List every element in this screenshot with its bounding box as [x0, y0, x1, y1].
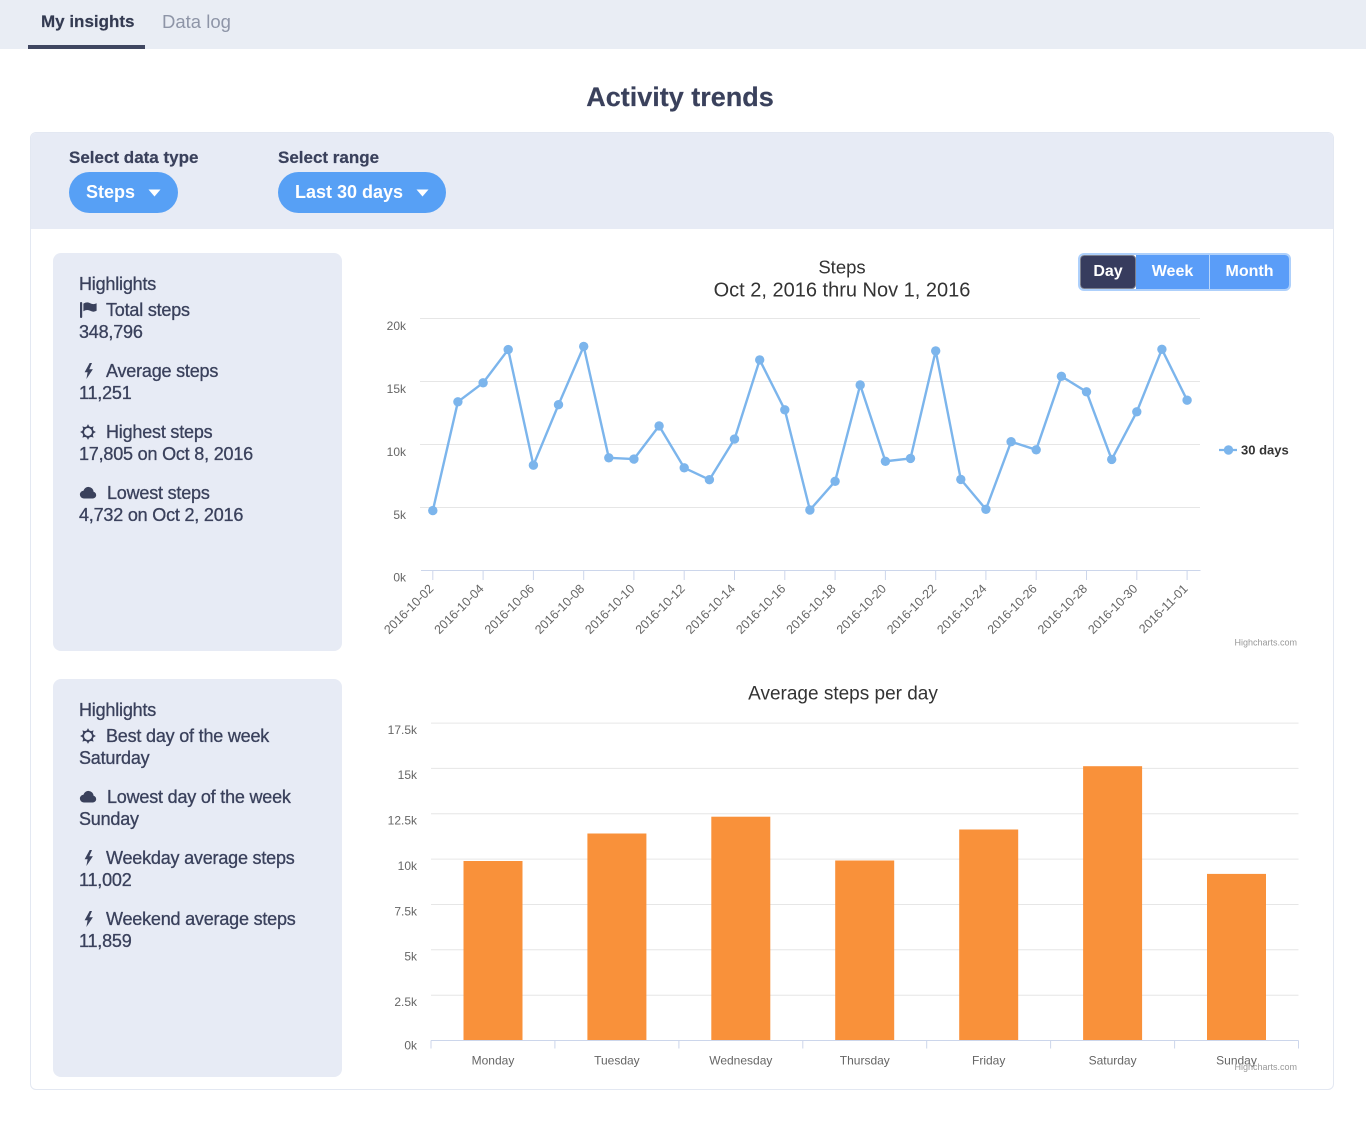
svg-text:10k: 10k — [387, 445, 407, 459]
svg-text:2016-10-04: 2016-10-04 — [432, 582, 487, 637]
svg-text:15k: 15k — [387, 382, 407, 396]
svg-text:17.5k: 17.5k — [388, 723, 418, 737]
svg-text:2016-10-14: 2016-10-14 — [683, 582, 738, 637]
svg-text:Average steps per day: Average steps per day — [748, 684, 938, 705]
svg-text:2016-10-02: 2016-10-02 — [381, 582, 436, 637]
svg-text:2016-10-08: 2016-10-08 — [532, 582, 587, 637]
svg-text:Sunday: Sunday — [1216, 1053, 1257, 1067]
svg-text:2016-10-30: 2016-10-30 — [1085, 582, 1140, 637]
svg-text:2016-11-01: 2016-11-01 — [1136, 582, 1190, 636]
svg-text:2016-10-06: 2016-10-06 — [482, 582, 537, 637]
svg-text:Friday: Friday — [972, 1053, 1005, 1067]
svg-text:2016-10-24: 2016-10-24 — [934, 582, 989, 637]
svg-text:20k: 20k — [387, 319, 407, 333]
svg-text:5k: 5k — [393, 508, 407, 522]
svg-text:2016-10-16: 2016-10-16 — [733, 582, 788, 637]
svg-text:Thursday: Thursday — [840, 1053, 890, 1067]
svg-text:2016-10-20: 2016-10-20 — [834, 582, 889, 637]
svg-text:7.5k: 7.5k — [394, 904, 418, 918]
svg-text:Monday: Monday — [472, 1053, 515, 1067]
svg-text:Highcharts.com: Highcharts.com — [1234, 638, 1297, 648]
svg-text:2016-10-22: 2016-10-22 — [884, 582, 939, 637]
svg-text:2016-10-12: 2016-10-12 — [633, 582, 688, 637]
svg-text:Steps: Steps — [818, 257, 865, 278]
svg-text:30 days: 30 days — [1241, 443, 1289, 458]
svg-text:5k: 5k — [404, 950, 418, 964]
svg-text:2016-10-26: 2016-10-26 — [985, 582, 1040, 637]
svg-text:2016-10-10: 2016-10-10 — [582, 582, 637, 637]
svg-text:2016-10-18: 2016-10-18 — [784, 582, 839, 637]
svg-text:2016-10-28: 2016-10-28 — [1035, 582, 1090, 637]
svg-text:Tuesday: Tuesday — [594, 1053, 640, 1067]
svg-text:Highcharts.com: Highcharts.com — [1234, 1062, 1297, 1072]
svg-text:Wednesday: Wednesday — [709, 1053, 772, 1067]
svg-text:Oct 2, 2016 thru Nov 1, 2016: Oct 2, 2016 thru Nov 1, 2016 — [714, 280, 971, 302]
svg-text:0k: 0k — [393, 571, 407, 585]
svg-text:10k: 10k — [398, 859, 418, 873]
svg-text:15k: 15k — [398, 768, 418, 782]
svg-text:12.5k: 12.5k — [388, 814, 418, 828]
svg-text:0k: 0k — [404, 1039, 418, 1053]
svg-text:2.5k: 2.5k — [394, 995, 418, 1009]
svg-text:Saturday: Saturday — [1089, 1053, 1137, 1067]
